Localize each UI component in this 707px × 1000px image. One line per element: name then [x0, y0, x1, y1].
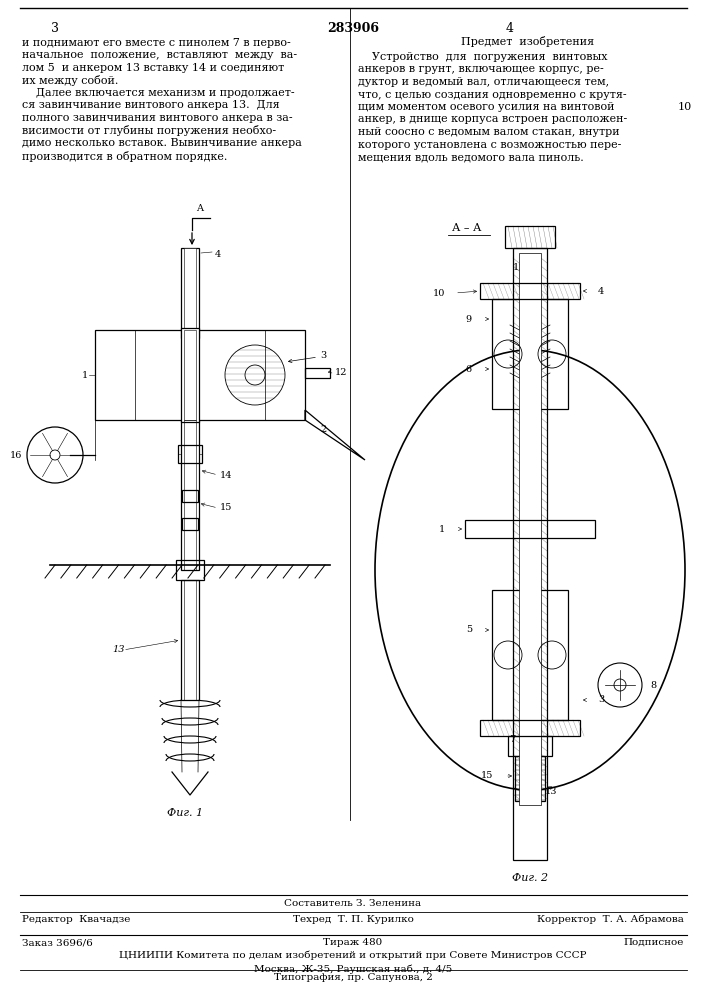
Text: A: A: [196, 204, 203, 213]
Bar: [184, 580, 196, 700]
Text: Составитель З. Зеленина: Составитель З. Зеленина: [284, 899, 421, 908]
Text: 5: 5: [466, 626, 472, 635]
Bar: [184, 248, 196, 338]
Bar: [492, 590, 568, 720]
Bar: [480, 720, 580, 736]
Text: Корректор  Т. А. Абрамова: Корректор Т. А. Абрамова: [537, 915, 684, 924]
Bar: [508, 736, 552, 756]
Bar: [480, 283, 580, 299]
Bar: [181, 248, 199, 338]
Text: 283906: 283906: [327, 22, 379, 35]
Bar: [519, 253, 541, 805]
Text: 1: 1: [439, 524, 445, 534]
Bar: [181, 420, 199, 570]
Bar: [305, 368, 330, 378]
Text: их между собой.: их между собой.: [22, 76, 118, 87]
Text: 8: 8: [650, 680, 656, 690]
Text: щим моментом осевого усилия на винтовой: щим моментом осевого усилия на винтовой: [358, 102, 614, 112]
Text: 13: 13: [545, 786, 558, 796]
Text: Фиг. 1: Фиг. 1: [167, 808, 203, 818]
Text: 3: 3: [51, 22, 59, 35]
Text: 1: 1: [82, 370, 88, 379]
Text: 3: 3: [598, 696, 604, 704]
Bar: [178, 445, 202, 463]
Bar: [492, 299, 568, 409]
Text: 14: 14: [220, 471, 233, 480]
Text: мещения вдоль ведомого вала пиноль.: мещения вдоль ведомого вала пиноль.: [358, 152, 584, 162]
Text: ЦНИИПИ Комитета по делам изобретений и открытий при Совете Министров СССР: ЦНИИПИ Комитета по делам изобретений и о…: [119, 951, 587, 960]
Bar: [184, 420, 196, 570]
Text: Тираж 480: Тираж 480: [323, 938, 382, 947]
Text: начальное  положение,  вставляют  между  ва-: начальное положение, вставляют между ва-: [22, 50, 297, 60]
Text: ный соосно с ведомым валом стакан, внутри: ный соосно с ведомым валом стакан, внутр…: [358, 127, 619, 137]
Text: висимости от глубины погружения необхо-: висимости от глубины погружения необхо-: [22, 125, 276, 136]
Text: Предмет  изобретения: Предмет изобретения: [462, 36, 595, 47]
Text: и поднимают его вместе с пинолем 7 в перво-: и поднимают его вместе с пинолем 7 в пер…: [22, 38, 291, 48]
Text: Редактор  Квачадзе: Редактор Квачадзе: [22, 915, 130, 924]
Bar: [181, 328, 199, 422]
Text: Техред  Т. П. Курилко: Техред Т. П. Курилко: [293, 915, 414, 924]
Text: 16: 16: [10, 450, 22, 460]
Bar: [513, 248, 547, 860]
Text: Далее включается механизм и продолжает-: Далее включается механизм и продолжает-: [22, 88, 295, 98]
Bar: [184, 330, 196, 420]
Text: 10: 10: [433, 288, 445, 298]
Bar: [182, 518, 198, 530]
Bar: [181, 580, 199, 700]
Text: 10: 10: [678, 102, 692, 112]
Text: 9: 9: [466, 314, 472, 324]
Text: дуктор и ведомый вал, отличающееся тем,: дуктор и ведомый вал, отличающееся тем,: [358, 77, 609, 87]
Bar: [95, 330, 305, 420]
Text: 4: 4: [215, 250, 221, 259]
Text: которого установлена с возможностью пере-: которого установлена с возможностью пере…: [358, 139, 621, 149]
Text: 11: 11: [513, 263, 525, 272]
Text: 3: 3: [320, 351, 326, 360]
Text: Устройство  для  погружения  винтовых: Устройство для погружения винтовых: [358, 52, 607, 62]
Text: 7: 7: [509, 736, 515, 744]
Bar: [176, 560, 204, 580]
Text: ся завинчивание винтового анкера 13.  Для: ся завинчивание винтового анкера 13. Для: [22, 101, 280, 110]
Text: анкер, в днище корпуса встроен расположен-: анкер, в днище корпуса встроен расположе…: [358, 114, 627, 124]
Text: 4: 4: [506, 22, 514, 35]
Text: лом 5  и анкером 13 вставку 14 и соединяют: лом 5 и анкером 13 вставку 14 и соединяю…: [22, 63, 284, 73]
Text: Заказ 3696/6: Заказ 3696/6: [22, 938, 93, 947]
Bar: [505, 226, 555, 248]
Text: производится в обратном порядке.: производится в обратном порядке.: [22, 150, 228, 161]
Text: полного завинчивания винтового анкера в за-: полного завинчивания винтового анкера в …: [22, 113, 293, 123]
Text: Москва, Ж-35, Раушская наб., д. 4/5: Москва, Ж-35, Раушская наб., д. 4/5: [254, 964, 452, 974]
Text: 13: 13: [112, 646, 125, 654]
Text: 6: 6: [466, 364, 472, 373]
Text: 2: 2: [320, 425, 326, 434]
Text: что, с целью создания одновременно с крутя-: что, с целью создания одновременно с кру…: [358, 90, 626, 100]
Text: Фиг. 2: Фиг. 2: [512, 873, 548, 883]
Bar: [515, 756, 545, 801]
Text: А – А: А – А: [452, 223, 481, 233]
Text: 12: 12: [335, 368, 348, 377]
Text: анкеров в грунт, включающее корпус, ре-: анкеров в грунт, включающее корпус, ре-: [358, 64, 604, 75]
Bar: [465, 520, 595, 538]
Text: 15: 15: [481, 772, 493, 780]
Bar: [182, 490, 198, 502]
Text: димо несколько вставок. Вывинчивание анкера: димо несколько вставок. Вывинчивание анк…: [22, 138, 302, 148]
Text: 4: 4: [598, 286, 604, 296]
Text: 15: 15: [220, 504, 233, 512]
Text: Подписное: Подписное: [624, 938, 684, 947]
Text: Типография, пр. Сапунова, 2: Типография, пр. Сапунова, 2: [274, 973, 433, 982]
